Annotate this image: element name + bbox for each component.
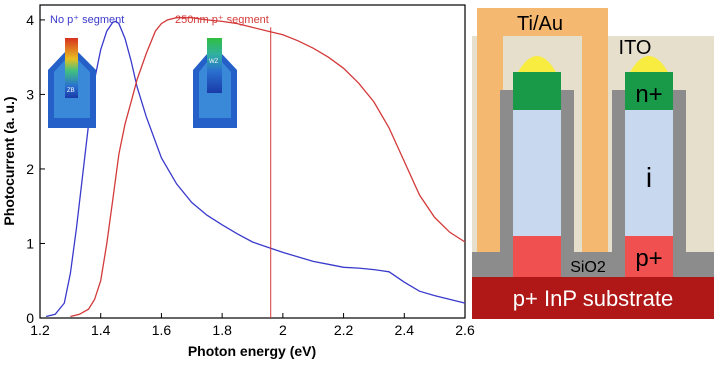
x-tick-label: 2: [279, 322, 287, 338]
plot: 1.2 1.4 1.6 1.8 2 2.2 2.4 2.6 0 1 2 3 4 No p⁺ segme…: [1, 4, 475, 359]
y-tick-label: 1: [26, 235, 34, 251]
inset-wz-nanowire: WZ: [193, 38, 237, 128]
device-diagram: Ti/Au ITO n+ i p+ SiO2 p+ InP substrate: [472, 8, 714, 319]
inset-label-zb: ZB: [67, 88, 75, 94]
x-tick-label: 2.2: [334, 322, 354, 338]
x-tick-label: 1.2: [30, 322, 50, 338]
substrate: [472, 277, 714, 319]
label-sio2: SiO2: [570, 259, 606, 276]
series-label-p-segment: 250nm p⁺ segment: [175, 14, 269, 26]
label-substrate: p+ InP substrate: [513, 286, 673, 311]
y-axis-label: Photocurrent (a. u.): [1, 96, 17, 225]
nanowire-right: [612, 56, 686, 277]
nanowire-left: [500, 56, 574, 277]
label-intrinsic: i: [646, 162, 652, 193]
y-tick-label: 2: [26, 161, 34, 177]
y-tick-label: 3: [26, 86, 34, 102]
x-ticks: 1.2 1.4 1.6 1.8 2 2.2 2.4 2.6: [30, 313, 475, 338]
plot-frame: [39, 4, 466, 319]
x-tick-label: 1.4: [91, 322, 111, 338]
x-tick-label: 1.6: [152, 322, 172, 338]
label-n-plus: n+: [635, 81, 662, 108]
inset-zb-nanowire: ZB: [48, 38, 96, 128]
series-label-no-p-segment: No p⁺ segment: [50, 14, 124, 26]
y-tick-label: 0: [26, 310, 34, 326]
x-tick-label: 1.8: [212, 322, 232, 338]
series-line-1: [70, 17, 466, 318]
inset-label-wz: WZ: [209, 59, 219, 65]
oxide-base: [472, 252, 714, 277]
x-tick-label: 2.4: [395, 322, 415, 338]
label-ito: ITO: [619, 37, 652, 59]
y-tick-label: 4: [26, 12, 34, 28]
label-ti-au: Ti/Au: [517, 13, 563, 35]
x-tick-label: 2.6: [455, 322, 475, 338]
x-axis-label: Photon energy (eV): [188, 343, 316, 359]
ti-au-contact: [477, 8, 608, 252]
y-ticks: 0 1 2 3 4: [26, 12, 45, 326]
label-p-plus: p+: [635, 245, 662, 272]
